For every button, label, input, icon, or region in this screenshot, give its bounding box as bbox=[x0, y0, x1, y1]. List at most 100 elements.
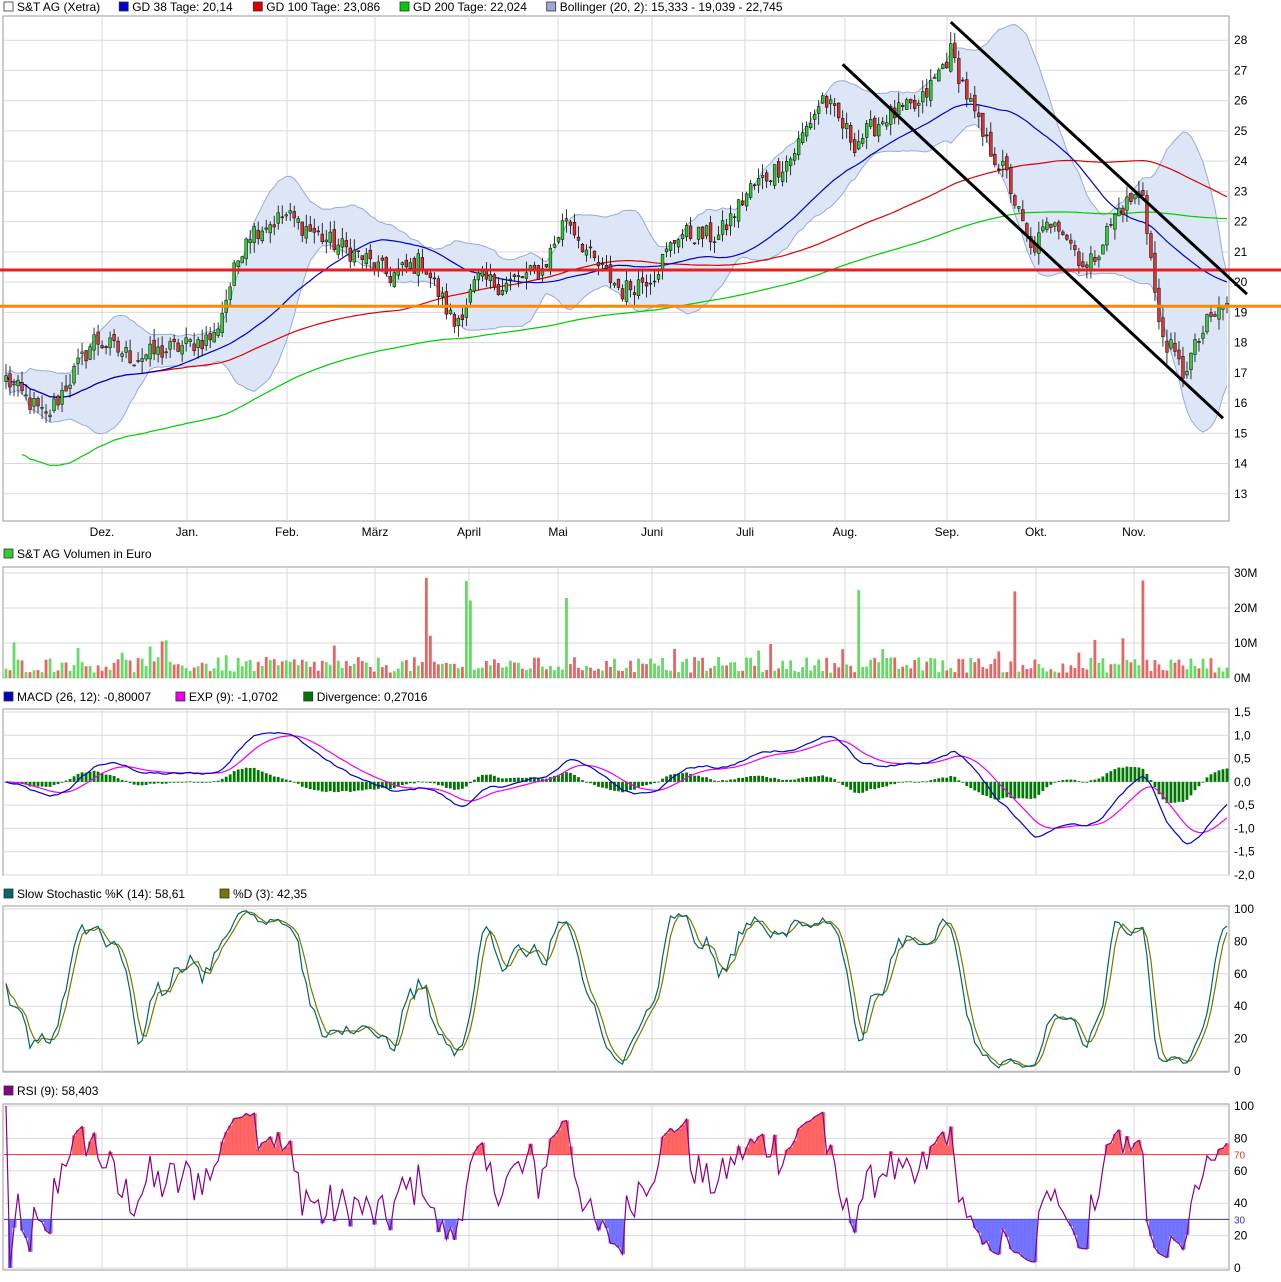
rsi-line bbox=[5, 1105, 1228, 1269]
volume-bar bbox=[885, 658, 889, 678]
volume-bar bbox=[64, 662, 68, 678]
stochastic-panel-frame bbox=[2, 905, 1230, 1073]
candle-body bbox=[148, 343, 152, 360]
candle-body bbox=[176, 342, 180, 352]
rsi-overbought-zone bbox=[1220, 1148, 1226, 1155]
candle-body bbox=[985, 134, 989, 137]
volume-bar bbox=[152, 661, 156, 678]
divergence-bar bbox=[284, 779, 288, 782]
candle-body bbox=[845, 123, 849, 129]
candle-body bbox=[36, 398, 40, 407]
divergence-bar bbox=[709, 779, 712, 782]
divergence-bar bbox=[1009, 781, 1013, 799]
rsi-oversold-zone bbox=[28, 1219, 33, 1252]
candle-body bbox=[813, 113, 817, 120]
candle-body bbox=[672, 240, 677, 244]
rsi-overbought-zone bbox=[224, 1132, 229, 1155]
volume-bar bbox=[8, 670, 12, 678]
volume-bar bbox=[12, 642, 16, 678]
volume-bar bbox=[168, 661, 172, 678]
stochastic-tick-label: 80 bbox=[1234, 934, 1248, 948]
rsi-overbought-zone bbox=[752, 1142, 758, 1155]
divergence-bar bbox=[649, 781, 652, 785]
divergence-bar bbox=[537, 778, 540, 782]
volume-bar bbox=[757, 650, 761, 678]
candle-body bbox=[44, 411, 48, 414]
volume-bar bbox=[188, 671, 192, 678]
divergence-bar bbox=[256, 770, 260, 782]
divergence-bar bbox=[132, 781, 136, 785]
volume-bar bbox=[276, 665, 280, 678]
rsi-overbought-zone bbox=[672, 1132, 678, 1155]
candle-body bbox=[792, 153, 797, 161]
macd-panel-frame bbox=[2, 708, 1230, 876]
divergence-bar bbox=[408, 781, 412, 784]
candle-body bbox=[981, 112, 985, 137]
rsi-tick-label: 60 bbox=[1234, 1164, 1248, 1178]
volume-bar bbox=[965, 672, 969, 678]
candle-body bbox=[60, 390, 64, 405]
month-label: Juni bbox=[641, 525, 663, 539]
volume-bar bbox=[861, 667, 865, 678]
divergence-bar bbox=[420, 781, 424, 783]
divergence-bar bbox=[48, 781, 52, 787]
volume-bar bbox=[869, 659, 873, 678]
candle-body bbox=[724, 224, 729, 231]
divergence-bar bbox=[188, 781, 192, 783]
divergence-bar bbox=[156, 781, 160, 784]
divergence-bar bbox=[817, 776, 821, 782]
divergence-bar bbox=[809, 776, 813, 782]
candle-body bbox=[1121, 207, 1125, 215]
volume-bar bbox=[176, 664, 180, 678]
candle-body bbox=[172, 338, 176, 343]
macd-tick-label: 0,0 bbox=[1234, 775, 1251, 789]
volume-bar bbox=[573, 657, 576, 678]
volume-bar bbox=[1193, 665, 1197, 678]
volume-bar bbox=[56, 670, 60, 678]
rsi-oversold-zone bbox=[1004, 1219, 1010, 1237]
candle-body bbox=[140, 358, 144, 362]
volume-bar bbox=[1045, 671, 1049, 678]
volume-bar bbox=[224, 655, 228, 678]
volume-bar bbox=[76, 647, 80, 678]
stochastic-tick-label: 40 bbox=[1234, 999, 1248, 1013]
candle-body bbox=[132, 364, 136, 367]
candle-body bbox=[1037, 232, 1041, 254]
stochastic-tick-label: 20 bbox=[1234, 1032, 1248, 1046]
volume-bar bbox=[709, 668, 712, 678]
candle-body bbox=[188, 339, 192, 342]
candle-body bbox=[340, 238, 344, 248]
candle-body bbox=[216, 328, 220, 336]
volume-bar bbox=[1209, 658, 1213, 678]
divergence-bar bbox=[88, 771, 92, 782]
candle-body bbox=[748, 183, 753, 198]
volume-bar bbox=[997, 651, 1001, 678]
rsi-oversold-zone bbox=[980, 1219, 986, 1245]
macd-tick-label: 1,0 bbox=[1234, 728, 1251, 742]
volume-bar bbox=[84, 666, 88, 678]
volume-bar bbox=[993, 658, 997, 678]
volume-bar bbox=[777, 668, 781, 678]
candle-body bbox=[837, 102, 841, 119]
volume-bar bbox=[4, 668, 8, 678]
volume-bar bbox=[376, 657, 380, 678]
candle-body bbox=[164, 351, 168, 354]
channel-lower-line bbox=[841, 63, 1225, 420]
candle-body bbox=[452, 314, 457, 327]
volume-bar bbox=[180, 665, 184, 678]
rsi-overbought-zone bbox=[264, 1141, 269, 1155]
candle-body bbox=[552, 243, 557, 248]
volume-bar bbox=[973, 662, 977, 678]
divergence-bar bbox=[993, 781, 997, 800]
candle-body bbox=[1053, 222, 1057, 227]
rsi-overbought-zone bbox=[772, 1134, 778, 1155]
divergence-bar bbox=[801, 777, 805, 782]
divergence-bar bbox=[1053, 781, 1057, 783]
divergence-bar bbox=[1057, 780, 1061, 782]
divergence-bar bbox=[589, 781, 592, 784]
volume-bar bbox=[44, 659, 48, 678]
divergence-bar bbox=[941, 777, 945, 782]
rsi-overbought-zone bbox=[804, 1121, 810, 1155]
volume-bar bbox=[733, 662, 736, 678]
candle-body bbox=[116, 340, 120, 353]
